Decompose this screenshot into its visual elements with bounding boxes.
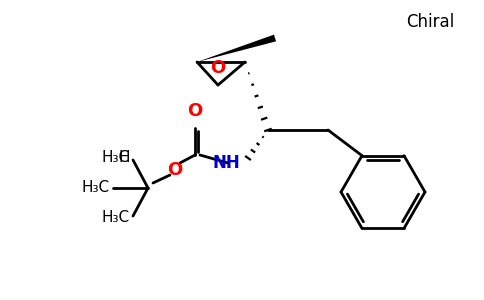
Text: Chiral: Chiral [406,13,454,31]
Text: H: H [119,151,130,166]
Text: O: O [187,102,203,120]
Text: H₃C: H₃C [82,181,110,196]
Text: H₃C: H₃C [102,151,130,166]
Text: O: O [211,59,226,77]
Text: H₃C: H₃C [102,211,130,226]
Text: O: O [167,161,182,179]
Text: NH: NH [212,154,240,172]
Polygon shape [197,35,276,62]
